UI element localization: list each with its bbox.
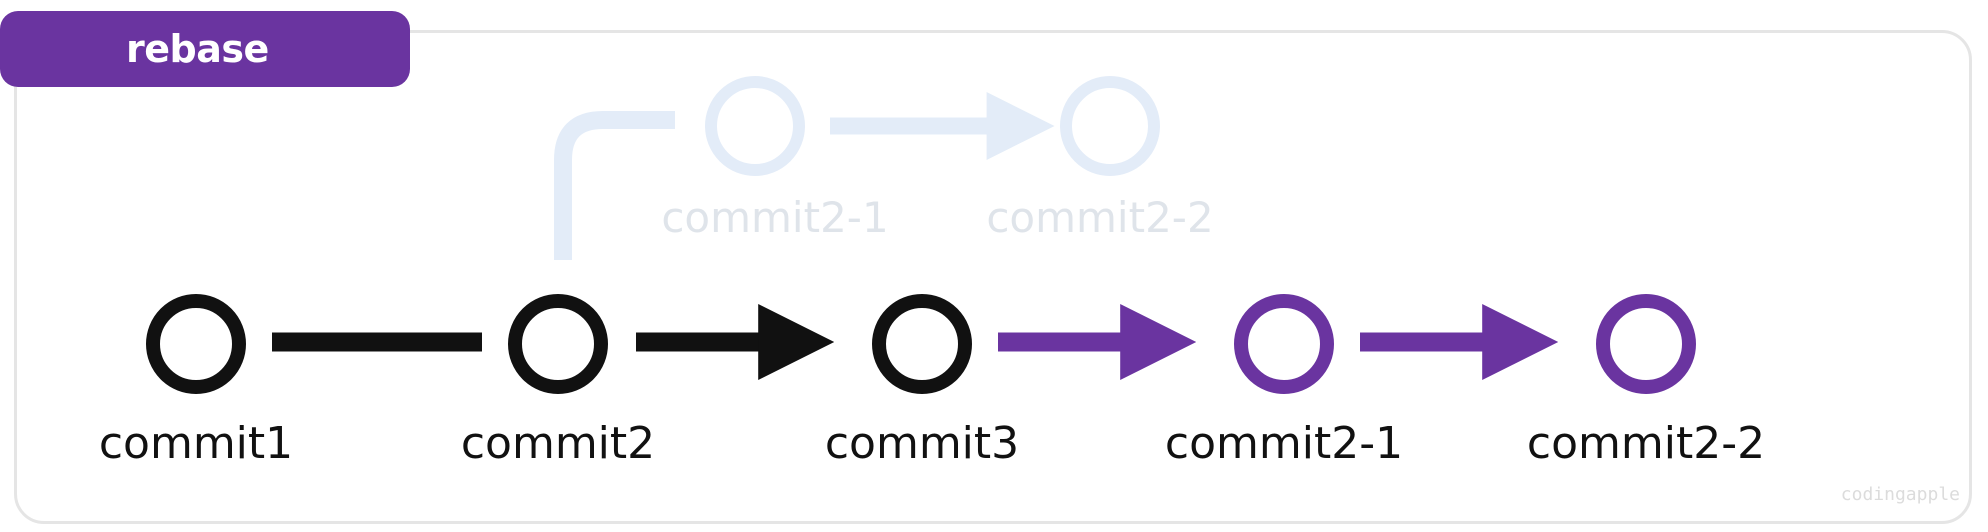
commit3-node (872, 294, 972, 394)
commit2-1-node (1234, 294, 1334, 394)
commit2-2-label: commit2-2 (1527, 418, 1765, 469)
watermark: codingapple (1840, 484, 1960, 505)
commit1-node (146, 294, 246, 394)
rebase-tag-label: rebase (126, 27, 269, 71)
rebase-tag: rebase (0, 11, 410, 87)
commit1-label: commit1 (99, 418, 293, 469)
commit2-2-node (1596, 294, 1696, 394)
ghost-commit2-2-node (1060, 76, 1160, 176)
ghost-commit2-2-label: commit2-2 (986, 193, 1213, 242)
commit2-node (508, 294, 608, 394)
ghost-commit2-1-label: commit2-1 (661, 193, 888, 242)
commit3-label: commit3 (825, 418, 1019, 469)
ghost-branch-connector (554, 111, 675, 260)
ghost-commit2-1-node (705, 76, 805, 176)
commit2-1-label: commit2-1 (1165, 418, 1403, 469)
commit2-label: commit2 (461, 418, 655, 469)
